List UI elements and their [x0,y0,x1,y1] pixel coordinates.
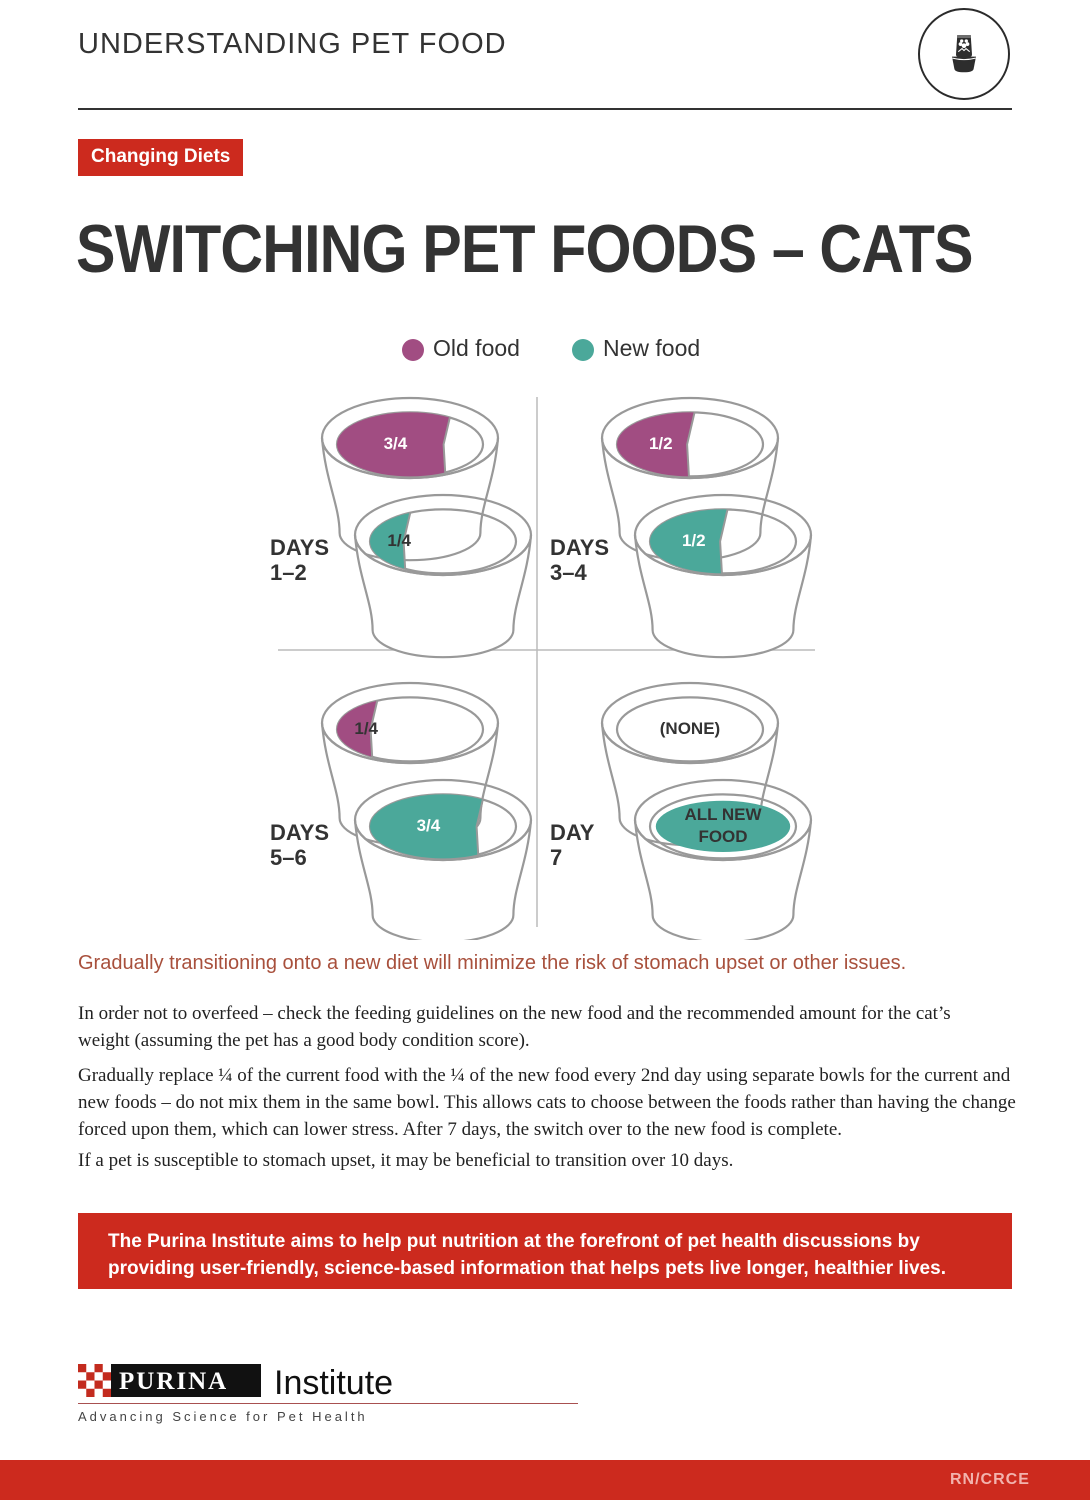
svg-text:DAY: DAY [550,820,595,845]
svg-text:ALL NEW: ALL NEW [684,805,762,824]
svg-text:DAYS: DAYS [270,820,329,845]
svg-text:FOOD: FOOD [698,827,747,846]
svg-text:3–4: 3–4 [550,560,587,585]
svg-text:1–2: 1–2 [270,560,307,585]
svg-text:5–6: 5–6 [270,845,307,870]
svg-text:1/4: 1/4 [387,531,411,550]
svg-text:1/4: 1/4 [354,719,378,738]
svg-text:DAYS: DAYS [550,535,609,560]
svg-text:3/4: 3/4 [384,434,408,453]
svg-text:7: 7 [550,845,562,870]
svg-text:Old food: Old food [433,335,520,361]
svg-text:(NONE): (NONE) [660,719,720,738]
svg-text:1/2: 1/2 [682,531,706,550]
svg-text:3/4: 3/4 [417,816,441,835]
svg-text:DAYS: DAYS [270,535,329,560]
svg-text:1/2: 1/2 [649,434,673,453]
svg-text:Institute: Institute [274,1364,393,1402]
svg-text:New food: New food [603,335,700,361]
svg-text:PURINA: PURINA [119,1368,228,1395]
